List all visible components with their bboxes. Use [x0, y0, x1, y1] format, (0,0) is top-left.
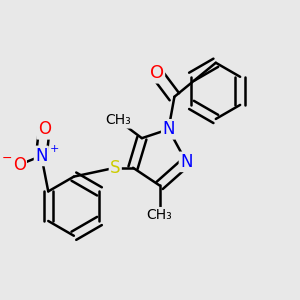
Text: O: O [13, 156, 26, 174]
Text: N: N [35, 147, 48, 165]
Text: O: O [150, 64, 164, 82]
Text: CH₃: CH₃ [105, 113, 131, 128]
Text: N: N [162, 120, 175, 138]
Text: CH₃: CH₃ [147, 208, 172, 222]
Text: N: N [180, 153, 193, 171]
Text: O: O [38, 120, 51, 138]
Text: S: S [110, 159, 121, 177]
Text: +: + [50, 143, 59, 154]
Text: −: − [2, 152, 12, 165]
